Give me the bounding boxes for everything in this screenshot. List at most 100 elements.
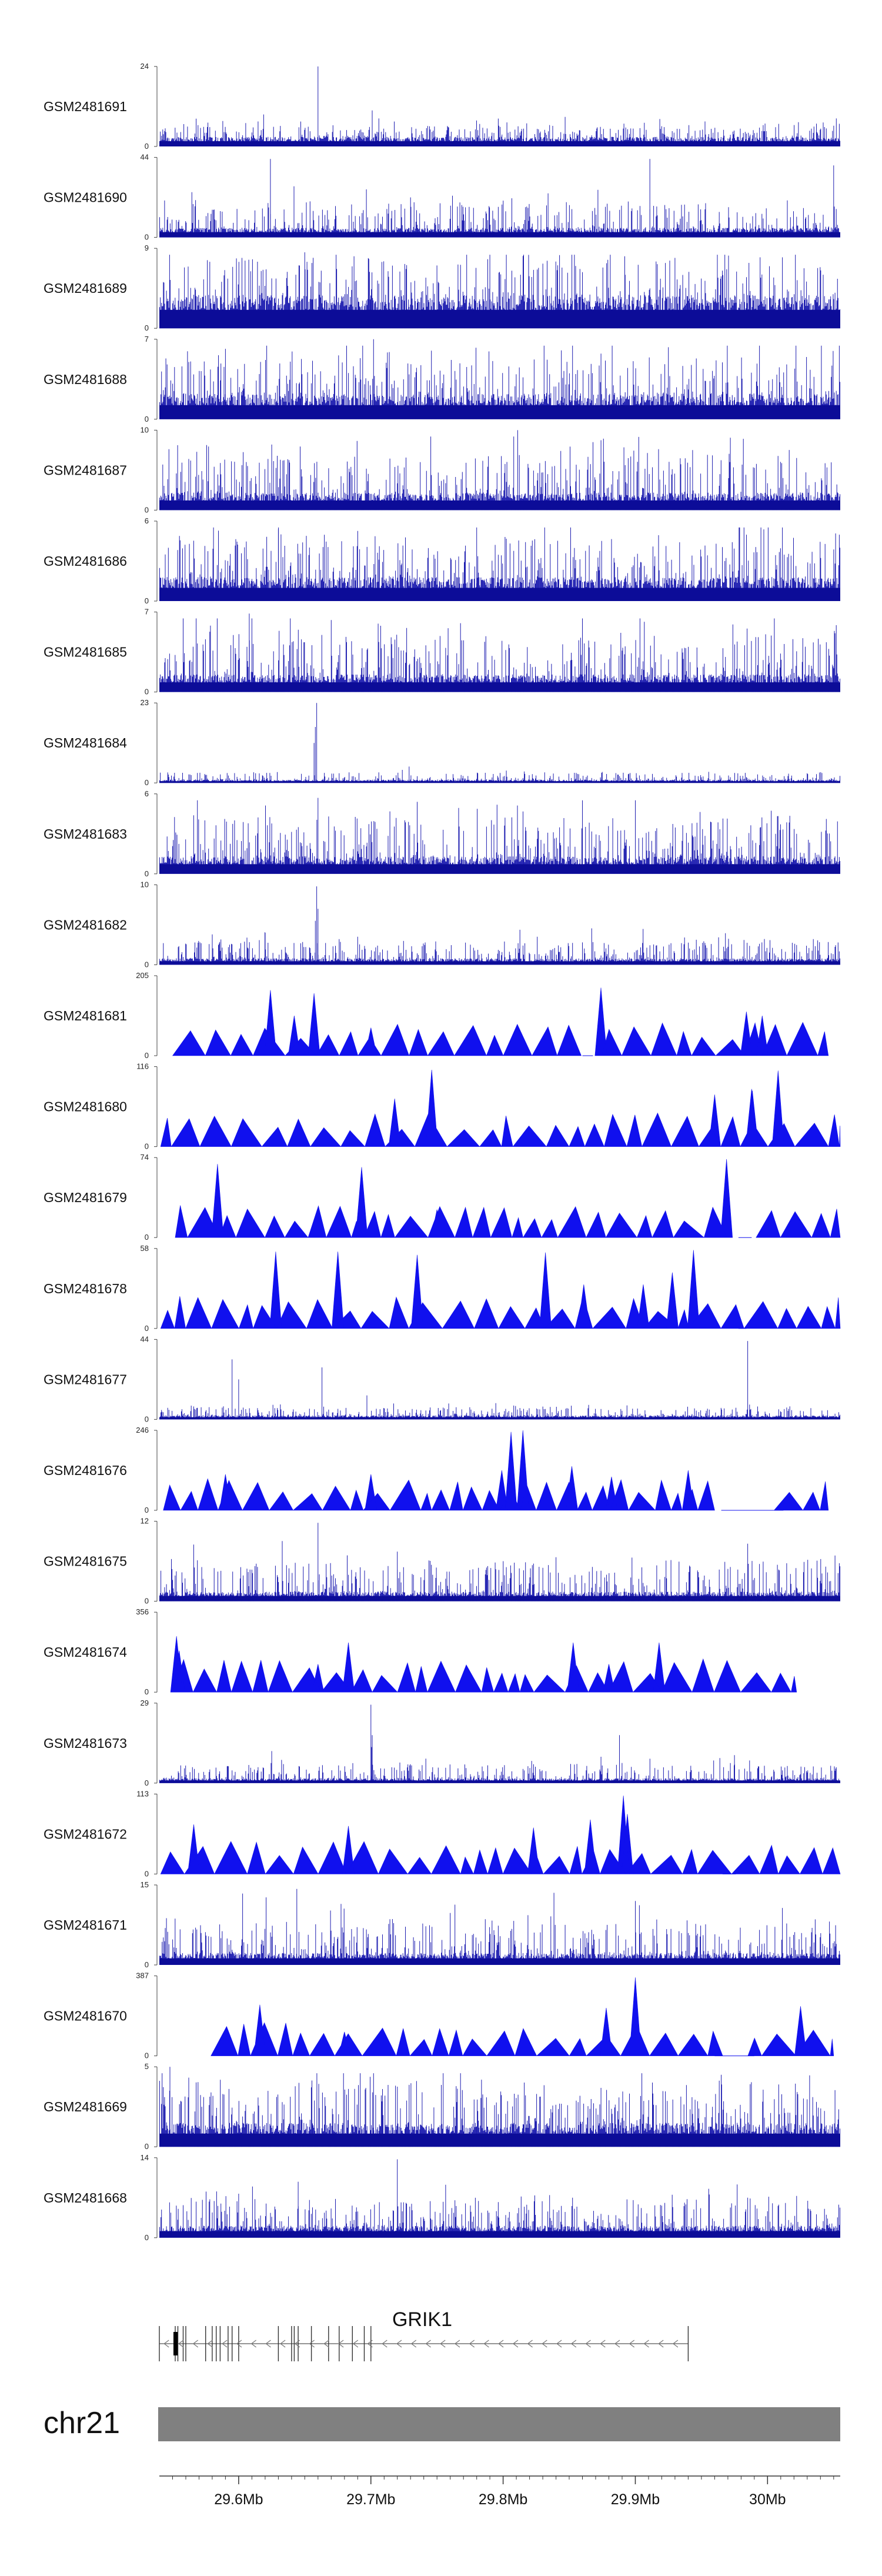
track-signal <box>159 1523 840 1601</box>
track-y-zero-label: 0 <box>145 1960 149 1969</box>
track-baseline-fill <box>159 232 840 238</box>
track-baseline-fill <box>159 588 840 601</box>
track-GSM2481691: GSM2481691 24 0 <box>44 62 840 151</box>
track-baseline-fill <box>159 405 840 419</box>
track-signal <box>170 1636 797 1693</box>
track-signal <box>159 159 840 238</box>
track-GSM2481683: GSM2481683 6 0 <box>44 789 840 878</box>
track-GSM2481687: GSM2481687 10 0 <box>44 425 840 514</box>
track-signal <box>160 1069 841 1147</box>
track-label: GSM2481671 <box>44 1917 127 1933</box>
track-label: GSM2481674 <box>44 1644 127 1660</box>
track-baseline-fill <box>159 864 840 874</box>
track-label: GSM2481676 <box>44 1463 127 1478</box>
track-GSM2481671: GSM2481671 15 0 <box>44 1880 840 1969</box>
genome-axis-tick-label: 29.7Mb <box>346 2491 395 2508</box>
data-tracks: GSM2481691240GSM2481690440GSM248168990GS… <box>44 62 841 2242</box>
track-y-zero-label: 0 <box>145 2142 149 2151</box>
track-GSM2481689: GSM2481689 9 0 <box>44 243 840 332</box>
track-label: GSM2481669 <box>44 2099 127 2114</box>
track-y-max-label: 6 <box>145 789 149 798</box>
track-y-zero-label: 0 <box>145 323 149 332</box>
track-label: GSM2481675 <box>44 1554 127 1569</box>
track-y-zero-label: 0 <box>145 1687 149 1696</box>
genome-axis-tick-label: 30Mb <box>749 2491 786 2508</box>
track-signal <box>159 430 840 510</box>
track-label: GSM2481668 <box>44 2190 127 2205</box>
track-y-zero-label: 0 <box>145 142 149 151</box>
track-label: GSM2481691 <box>44 99 127 114</box>
track-GSM2481681: GSM2481681 205 0 <box>44 971 829 1060</box>
track-signal <box>159 66 840 146</box>
track-baseline-fill <box>159 961 840 965</box>
track-y-max-label: 15 <box>141 1880 149 1889</box>
track-label: GSM2481689 <box>44 281 127 296</box>
track-y-zero-label: 0 <box>145 1324 149 1333</box>
track-signal <box>159 798 840 874</box>
track-GSM2481686: GSM2481686 6 0 <box>44 516 840 605</box>
track-GSM2481684: GSM2481684 23 0 <box>44 698 840 787</box>
track-baseline-fill <box>159 1780 840 1783</box>
track-y-max-label: 58 <box>141 1244 149 1253</box>
track-GSM2481679: GSM2481679 74 0 <box>44 1153 841 1242</box>
track-GSM2481677: GSM2481677 44 0 <box>44 1334 840 1423</box>
gene-exons <box>159 2326 689 2361</box>
track-y-max-label: 10 <box>141 880 149 889</box>
track-GSM2481670: GSM2481670 387 0 <box>44 1971 834 2060</box>
genome-axis-tick-label: 29.6Mb <box>214 2491 263 2508</box>
track-GSM2481680: GSM2481680 116 0 <box>44 1062 841 1151</box>
track-y-zero-label: 0 <box>145 869 149 878</box>
track-y-zero-label: 0 <box>145 505 149 514</box>
track-signal <box>159 886 840 965</box>
track-y-zero-label: 0 <box>145 1597 149 1606</box>
chromosome-ideogram-bar <box>158 2407 840 2441</box>
track-signal <box>159 1888 840 1965</box>
chromosome-track: chr21 <box>44 2406 840 2441</box>
track-y-max-label: 246 <box>136 1426 149 1434</box>
track-label: GSM2481670 <box>44 2008 127 2024</box>
track-y-zero-label: 0 <box>145 1233 149 1242</box>
track-label: GSM2481687 <box>44 462 127 478</box>
gene-label: GRIK1 <box>392 2308 452 2331</box>
track-y-max-label: 7 <box>145 335 149 343</box>
track-GSM2481672: GSM2481672 113 0 <box>44 1789 841 1878</box>
track-y-max-label: 14 <box>141 2153 149 2162</box>
track-baseline-fill <box>159 1417 840 1420</box>
track-signal <box>159 703 840 783</box>
track-label: GSM2481680 <box>44 1099 127 1115</box>
track-baseline-fill <box>159 682 840 692</box>
track-signal <box>211 1977 834 2056</box>
track-baseline-fill <box>159 309 840 329</box>
track-y-max-label: 7 <box>145 608 149 616</box>
track-baseline-fill <box>159 141 840 146</box>
track-label: GSM2481681 <box>44 1008 127 1023</box>
track-y-zero-label: 0 <box>145 2051 149 2060</box>
track-label: GSM2481683 <box>44 826 127 842</box>
track-baseline-fill <box>159 2231 840 2238</box>
track-y-max-label: 74 <box>141 1153 149 1162</box>
track-y-zero-label: 0 <box>145 960 149 969</box>
track-y-max-label: 12 <box>141 1517 149 1526</box>
track-y-zero-label: 0 <box>145 778 149 787</box>
genome-axis-tick-label: 29.8Mb <box>479 2491 527 2508</box>
track-y-max-label: 10 <box>141 425 149 434</box>
track-GSM2481688: GSM2481688 7 0 <box>44 335 840 423</box>
track-baseline-fill <box>159 781 840 783</box>
track-GSM2481676: GSM2481676 246 0 <box>44 1426 829 1514</box>
track-signal <box>159 2159 840 2238</box>
track-y-zero-label: 0 <box>145 688 149 696</box>
track-baseline-fill <box>159 500 840 510</box>
track-baseline-fill <box>159 2133 840 2147</box>
track-y-max-label: 44 <box>141 1334 149 1343</box>
track-y-max-label: 356 <box>136 1607 149 1616</box>
genome-axis-tick-label: 29.9Mb <box>611 2491 660 2508</box>
track-y-zero-label: 0 <box>145 415 149 423</box>
track-y-max-label: 6 <box>145 516 149 525</box>
track-label: GSM2481690 <box>44 190 127 205</box>
track-y-max-label: 23 <box>141 698 149 707</box>
track-y-max-label: 387 <box>136 1971 149 1980</box>
track-signal <box>160 1250 841 1329</box>
track-signal <box>159 1704 840 1783</box>
track-signal <box>159 1341 840 1420</box>
